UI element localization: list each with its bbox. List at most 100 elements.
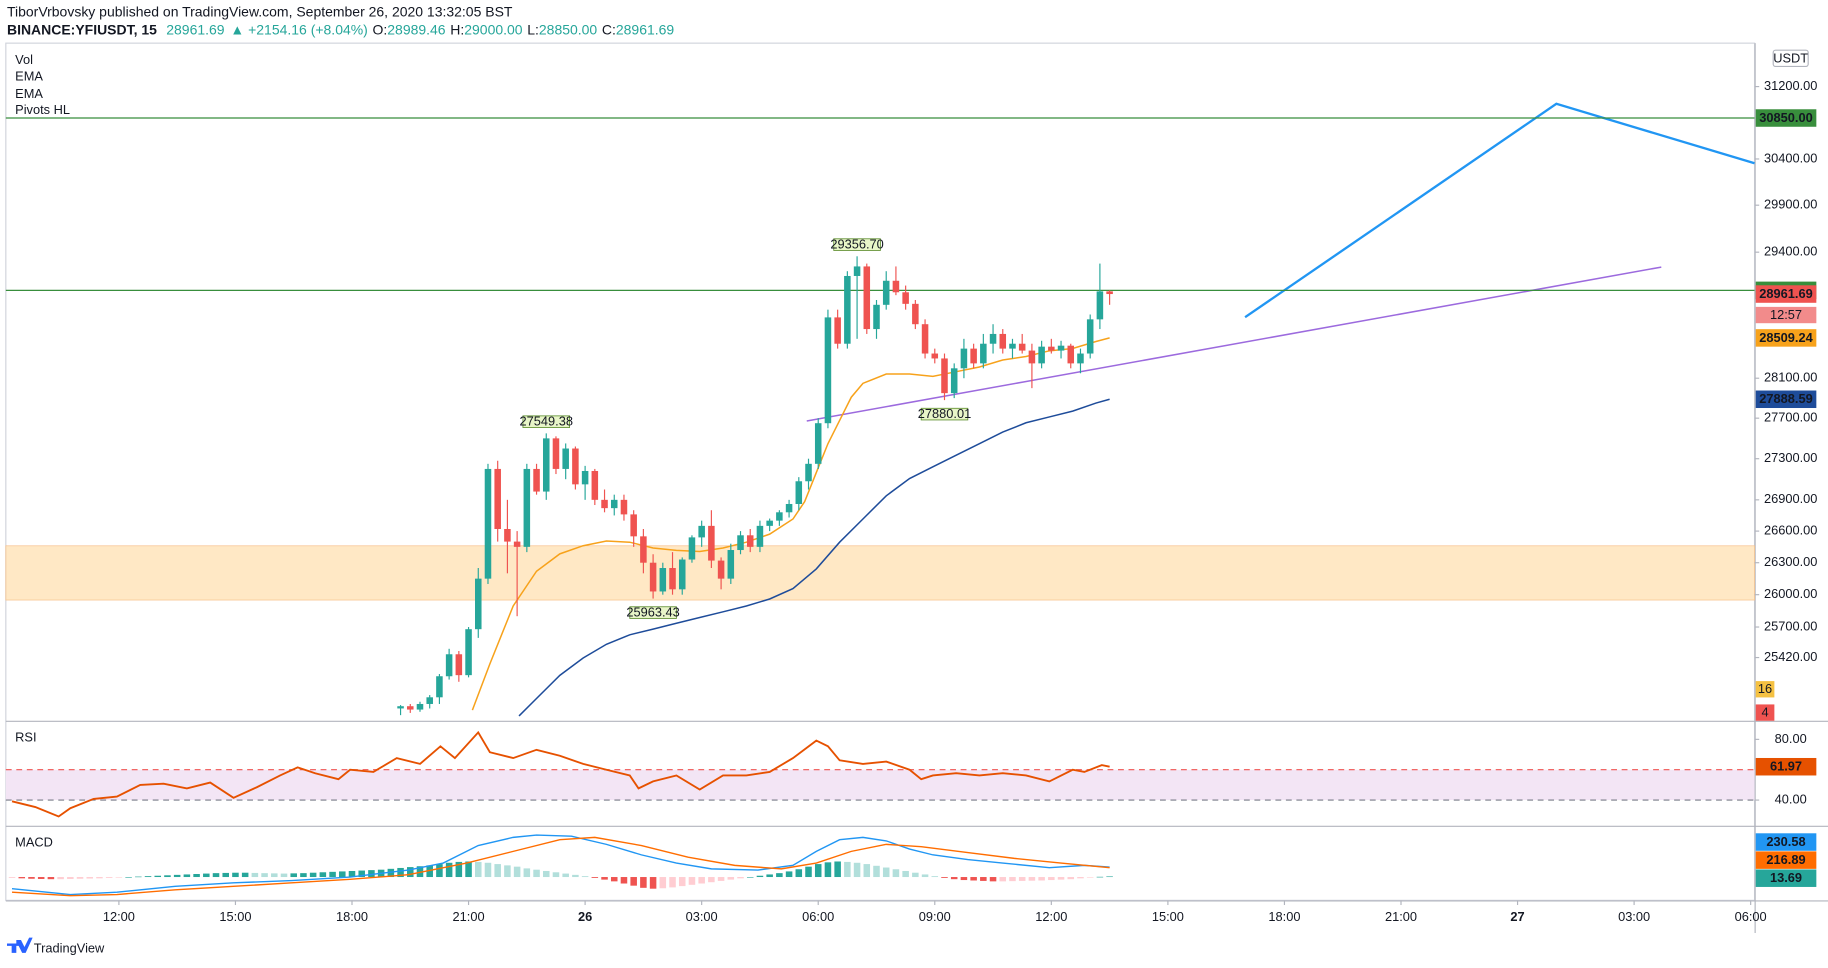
y-tick-label: 31200.00 [1764,78,1817,93]
histogram-bar [241,872,249,878]
ohlc-label: C: [602,21,616,37]
y-tick-label: 27300.00 [1764,450,1817,465]
histogram-bar [1086,877,1094,878]
candle-body [436,676,443,698]
candle-body [455,654,463,676]
candle-body [873,304,880,330]
volume-label: 4 [1761,705,1768,720]
histogram-bar [144,876,152,878]
histogram-bar [1028,877,1036,881]
histogram-bar [513,866,521,878]
y-tick-label: 29400.00 [1764,244,1817,259]
histogram-bar [572,874,579,878]
candle-body [941,358,948,394]
candle-body [513,541,521,547]
histogram-bar [698,877,705,884]
histogram-bar [358,870,365,878]
ohlc-value: 28850.00 [539,21,598,37]
candle-body [1077,353,1084,364]
histogram-bar [610,877,618,882]
candle-body [475,578,482,630]
histogram-bar [950,877,958,880]
histogram-bar [445,862,453,878]
histogram-bar [912,872,919,878]
candle-body [814,423,822,464]
histogram-bar [76,877,84,879]
candle-body [591,470,599,500]
histogram-bar [533,869,540,878]
candle-body [407,706,414,710]
histogram-bar [649,877,657,889]
candle-body [912,303,919,325]
candle-body [834,317,841,344]
histogram-bar [436,864,443,878]
histogram-bar [164,875,171,878]
histogram-bar [844,861,851,878]
candle-body [581,470,589,485]
histogram-bar [105,877,113,878]
histogram-bar [931,876,939,878]
ohlc-label: L: [527,21,539,37]
macd-line [11,834,1110,896]
candle-body [416,703,424,710]
price-label-box [1755,833,1817,851]
candle-body [737,535,744,551]
histogram-bar [853,862,861,878]
candle-body [1096,291,1104,320]
price-label: 61.97 [1770,759,1802,774]
histogram-bar [475,861,482,878]
legend-item: Pivots HL [15,102,70,117]
panel-title: MACD [15,835,53,850]
candle-body [1106,291,1113,295]
candle-body [931,353,939,359]
candle-body [746,535,754,547]
histogram-bar [1057,877,1065,880]
candle-body [572,448,579,485]
histogram-bar [28,877,35,879]
price-label-box [1755,869,1817,887]
histogram-bar [193,874,200,878]
histogram-bar [678,877,686,887]
histogram-bar [1009,877,1016,882]
candle-body [1086,319,1094,354]
candle-body [484,468,492,579]
histogram-bar [805,866,812,878]
candle-body [970,348,977,364]
histogram-bar [640,877,647,888]
x-tick-label: 15:00 [219,909,251,924]
histogram-bar [484,862,492,878]
y-tick-label: 27700.00 [1764,410,1817,425]
histogram-bar [203,873,210,878]
histogram-bar [960,877,968,881]
histogram-bar [727,877,735,880]
histogram-bar [368,870,375,878]
histogram-bar [426,865,433,878]
histogram-bar [37,877,45,879]
price-label-box [1755,329,1817,347]
ema-line [518,398,1110,717]
histogram-bar [86,877,94,879]
change: ▲ +2154.16 (+8.04%) [230,21,367,37]
y-tick-label: 30400.00 [1764,150,1817,165]
histogram-bar [183,874,191,878]
candle-body [669,568,676,590]
histogram-bar [581,876,589,878]
x-tick-label: 21:00 [1385,909,1417,924]
candle-body [776,512,783,521]
currency: USDT [1773,50,1808,65]
countdown-box [1755,306,1817,324]
histogram-bar [18,877,26,879]
histogram-bar [785,871,793,878]
histogram-bar [776,873,783,878]
pivot-label: 27880.01 [918,406,971,421]
candle-body [494,468,501,530]
histogram-bar [96,877,103,879]
candle-body [1057,345,1065,351]
candle-body [1009,343,1016,349]
x-tick-label: 06:00 [802,909,834,924]
histogram-bar [348,870,356,878]
candle-body [610,499,618,509]
volume-label: 16 [1758,681,1772,696]
